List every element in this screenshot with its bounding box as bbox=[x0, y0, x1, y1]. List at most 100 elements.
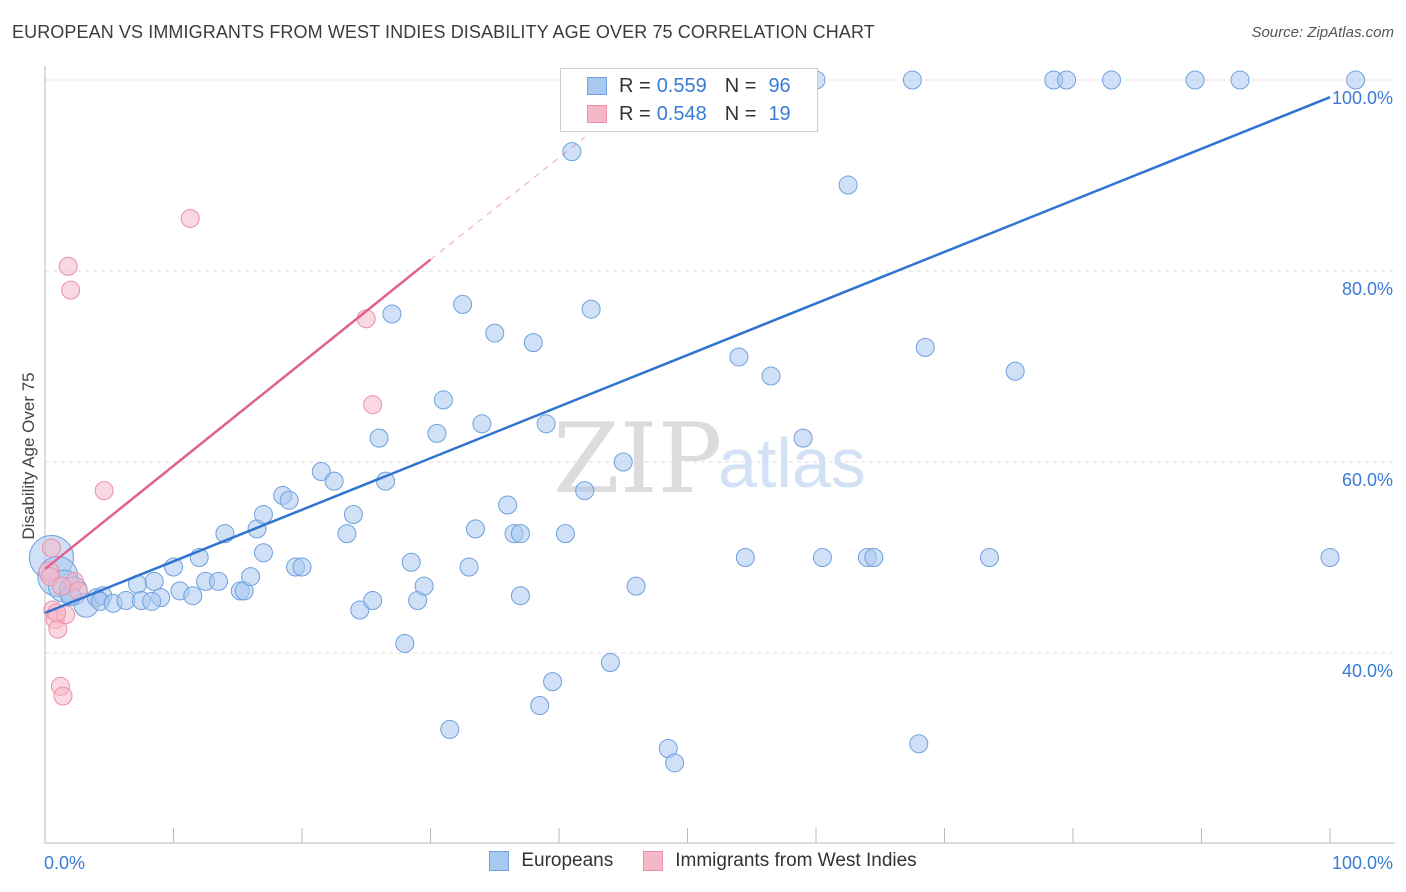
y-tick-label: 60.0% bbox=[1342, 470, 1393, 490]
europeans-point bbox=[735, 548, 755, 567]
legend-row-west-indies: R = 0.548 N = 19 bbox=[561, 101, 791, 127]
europeans-point bbox=[562, 142, 582, 162]
europeans-point bbox=[292, 557, 312, 577]
europeans-point bbox=[555, 524, 575, 544]
europeans-point bbox=[581, 299, 601, 319]
west-indies-trend-line bbox=[44, 258, 432, 570]
west-indies-point bbox=[180, 208, 200, 228]
europeans-point bbox=[433, 390, 453, 410]
legend-swatch-pink bbox=[587, 105, 607, 123]
europeans-point bbox=[626, 576, 646, 596]
europeans-point bbox=[536, 414, 556, 434]
y-tick-label: 40.0% bbox=[1342, 661, 1393, 681]
europeans-point bbox=[510, 524, 530, 544]
y-tick-label: 80.0% bbox=[1342, 279, 1393, 299]
legend-r-label: R = bbox=[619, 102, 651, 125]
legend-n-label: N = bbox=[724, 102, 757, 125]
europeans-point bbox=[600, 653, 620, 673]
europeans-point bbox=[311, 462, 331, 482]
legend-row-europeans: R = 0.559 N = 96 bbox=[561, 73, 791, 99]
europeans-point bbox=[440, 719, 460, 739]
grid-lines bbox=[45, 79, 1395, 654]
x-tick-label: 0.0% bbox=[44, 853, 85, 873]
source-label: Source: ZipAtlas.com bbox=[1251, 24, 1394, 41]
europeans-point bbox=[510, 586, 530, 606]
europeans-trend-line bbox=[44, 96, 1331, 615]
europeans-point bbox=[498, 495, 518, 515]
legend-item-west-indies[interactable]: Immigrants from West Indies bbox=[643, 850, 917, 872]
europeans-swatch bbox=[489, 851, 510, 871]
tick-labels: 40.0% 60.0% 80.0% 100.0% 0.0% 100.0% bbox=[44, 88, 1393, 873]
europeans-point bbox=[414, 576, 434, 596]
europeans-point bbox=[363, 590, 383, 610]
europeans-point bbox=[459, 557, 479, 577]
europeans-point bbox=[523, 333, 543, 353]
europeans-point bbox=[665, 753, 685, 773]
europeans-point bbox=[1346, 70, 1366, 90]
legend-r-label: R = bbox=[619, 74, 651, 97]
europeans-point bbox=[453, 294, 473, 314]
europeans-point bbox=[812, 548, 832, 567]
europeans-point bbox=[241, 567, 261, 587]
europeans-point bbox=[864, 548, 884, 567]
europeans-point bbox=[337, 524, 357, 544]
west-indies-point bbox=[41, 538, 61, 558]
europeans-point bbox=[543, 672, 563, 692]
west-indies-swatch bbox=[643, 851, 664, 871]
watermark: ZIP atlas bbox=[553, 403, 866, 515]
west-indies-point bbox=[94, 481, 114, 501]
legend-r-value: 0.559 bbox=[656, 74, 707, 97]
legend-item-europeans[interactable]: Europeans bbox=[489, 850, 613, 872]
europeans-point bbox=[350, 600, 370, 620]
europeans-point bbox=[343, 505, 363, 525]
legend-n-value: 96 bbox=[768, 74, 791, 97]
legend-r-value: 0.548 bbox=[656, 102, 707, 125]
watermark-atlas: atlas bbox=[718, 424, 866, 502]
series-legend: Europeans Immigrants from West Indies bbox=[0, 850, 1406, 872]
europeans-point bbox=[838, 175, 858, 195]
europeans-point bbox=[324, 471, 344, 491]
west-indies-label: Immigrants from West Indies bbox=[675, 850, 917, 871]
europeans-point bbox=[909, 734, 929, 754]
west-indies-point bbox=[52, 576, 72, 596]
europeans-point bbox=[793, 428, 813, 448]
watermark-zip: ZIP bbox=[553, 403, 722, 515]
x-tick-label: 100.0% bbox=[1332, 853, 1393, 873]
europeans-point bbox=[183, 586, 203, 606]
europeans-point bbox=[142, 591, 162, 611]
europeans-point bbox=[530, 696, 550, 716]
y-tick-label: 100.0% bbox=[1332, 88, 1393, 108]
trend-lines bbox=[44, 96, 1331, 615]
europeans-point bbox=[1230, 70, 1250, 90]
europeans-point bbox=[144, 571, 164, 591]
europeans-point bbox=[1102, 70, 1122, 90]
europeans-point bbox=[401, 552, 421, 572]
legend-swatch-blue bbox=[587, 77, 607, 95]
europeans-point bbox=[1057, 70, 1077, 90]
europeans-point bbox=[369, 428, 389, 448]
europeans-point bbox=[1005, 361, 1025, 381]
europeans-point bbox=[472, 414, 492, 434]
stats-legend: R = 0.559 N = 96 R = 0.548 N = 19 bbox=[560, 68, 818, 132]
europeans-point bbox=[729, 347, 749, 367]
chart-title: EUROPEAN VS IMMIGRANTS FROM WEST INDIES … bbox=[12, 22, 875, 42]
europeans-point bbox=[427, 423, 447, 443]
europeans-point bbox=[761, 366, 781, 386]
west-indies-trend-extension bbox=[430, 136, 586, 261]
europeans-point bbox=[979, 548, 999, 567]
europeans-points bbox=[28, 70, 1366, 773]
europeans-point bbox=[253, 505, 273, 525]
y-axis-label: Disability Age Over 75 bbox=[19, 372, 38, 539]
europeans-point bbox=[1185, 70, 1205, 90]
legend-n-value: 19 bbox=[768, 102, 791, 125]
axes bbox=[44, 66, 1395, 844]
west-indies-point bbox=[58, 256, 78, 276]
europeans-point bbox=[279, 490, 299, 510]
europeans-point bbox=[395, 633, 415, 653]
europeans-point bbox=[915, 337, 935, 357]
west-indies-point bbox=[363, 395, 383, 415]
europeans-point bbox=[253, 543, 273, 563]
europeans-point bbox=[575, 481, 595, 501]
legend-n-label: N = bbox=[724, 74, 757, 97]
